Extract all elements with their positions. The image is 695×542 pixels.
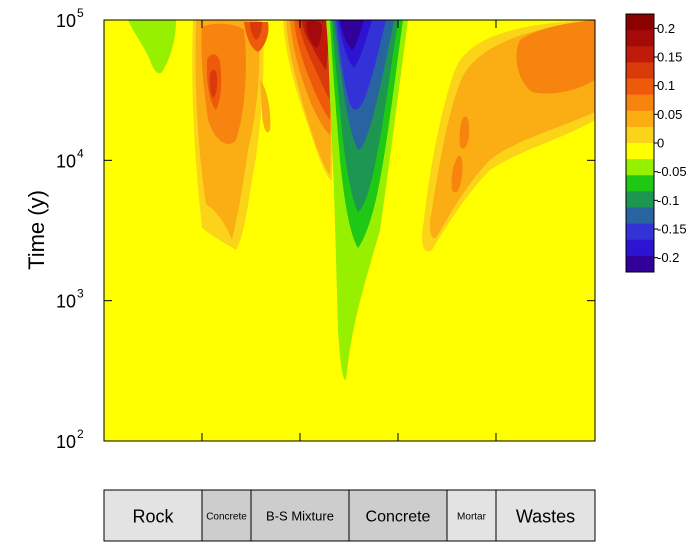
contour-negative-small-left: [128, 20, 176, 74]
colorbar-swatch-10: [626, 175, 654, 192]
plot-frame: [103, 19, 596, 442]
colorbar-swatch-13: [626, 223, 654, 241]
colorbar-label-3: 0.05: [657, 107, 682, 122]
contour-band-1-tail: [260, 80, 271, 133]
material-cell-5: [495, 489, 596, 542]
y-tick-exp-3: 5: [77, 6, 84, 20]
material-cell-0: [103, 489, 203, 542]
material-label-2: B-S Mixture: [266, 509, 334, 524]
x-ticks: [103, 20, 596, 441]
material-cell-1: [201, 489, 252, 542]
contour-band-1-darker-orange: [201, 23, 246, 144]
colorbar-swatch-15: [626, 255, 654, 273]
colorbar-swatch-4: [626, 78, 654, 96]
contour-band-1-red: [209, 69, 218, 98]
colorbar-label-0: 0.2: [657, 21, 675, 36]
colorbar-swatch-11: [626, 191, 654, 208]
y-tick-exp-0: 2: [77, 427, 84, 441]
colorbar-label-5: -0.05: [657, 164, 687, 179]
colorbar-swatch-6: [626, 110, 654, 128]
colorbar-swatch-9: [626, 159, 654, 176]
colorbar-swatch-5: [626, 94, 654, 112]
colorbar-swatch-7: [626, 126, 654, 144]
y-tick-label-2: 10: [56, 151, 76, 171]
y-tick-label-3: 10: [56, 11, 76, 31]
colorbar-swatch-14: [626, 239, 654, 257]
contour-right-inset-1: [451, 155, 463, 193]
colorbar-label-4: 0: [657, 136, 664, 151]
colorbar-swatch-3: [626, 62, 654, 79]
colorbar-swatch-1: [626, 30, 654, 47]
material-label-4: Mortar: [457, 512, 487, 523]
y-tick-exp-1: 3: [77, 287, 84, 301]
y-axis-label: Time (y): [24, 190, 49, 270]
material-cell-2: [250, 489, 350, 542]
colorbar-label-8: -0.2: [657, 250, 679, 265]
colorbar-swatch-12: [626, 207, 654, 225]
colorbar-swatch-0: [626, 14, 654, 31]
contour-right-darker-orange: [516, 20, 595, 94]
y-tick-exp-2: 4: [77, 146, 84, 160]
contour-band-1-red-top: [250, 22, 262, 40]
colorbar-label-6: -0.1: [657, 193, 679, 208]
y-tick-label-1: 10: [56, 292, 76, 312]
y-tick-label-0: 10: [56, 432, 76, 452]
colorbar-label-1: 0.15: [657, 50, 682, 65]
material-label-1: Concrete: [206, 512, 247, 523]
material-label-0: Rock: [132, 506, 174, 526]
material-strip: Rock Concrete B-S Mixture Concrete Mortar Was…: [103, 489, 596, 542]
material-label-5: Wastes: [516, 506, 575, 526]
contour-plot: [104, 20, 595, 441]
colorbar-label-2: 0.1: [657, 78, 675, 93]
colorbar-swatch-8: [626, 143, 654, 160]
material-cell-3: [348, 489, 448, 542]
colorbar-label-7: -0.15: [657, 222, 687, 237]
material-label-3: Concrete: [366, 509, 431, 526]
colorbar-swatch-2: [626, 46, 654, 63]
material-cell-4: [446, 489, 497, 542]
colorbar: 0.2 0.15 0.1 0.05 0 -0.05 -0.1 -0.15 -0.2: [625, 13, 687, 273]
contour-peak-darkest: [306, 20, 322, 48]
contour-neg-indigo: [340, 20, 364, 50]
contour-right-inset-2: [459, 116, 470, 149]
